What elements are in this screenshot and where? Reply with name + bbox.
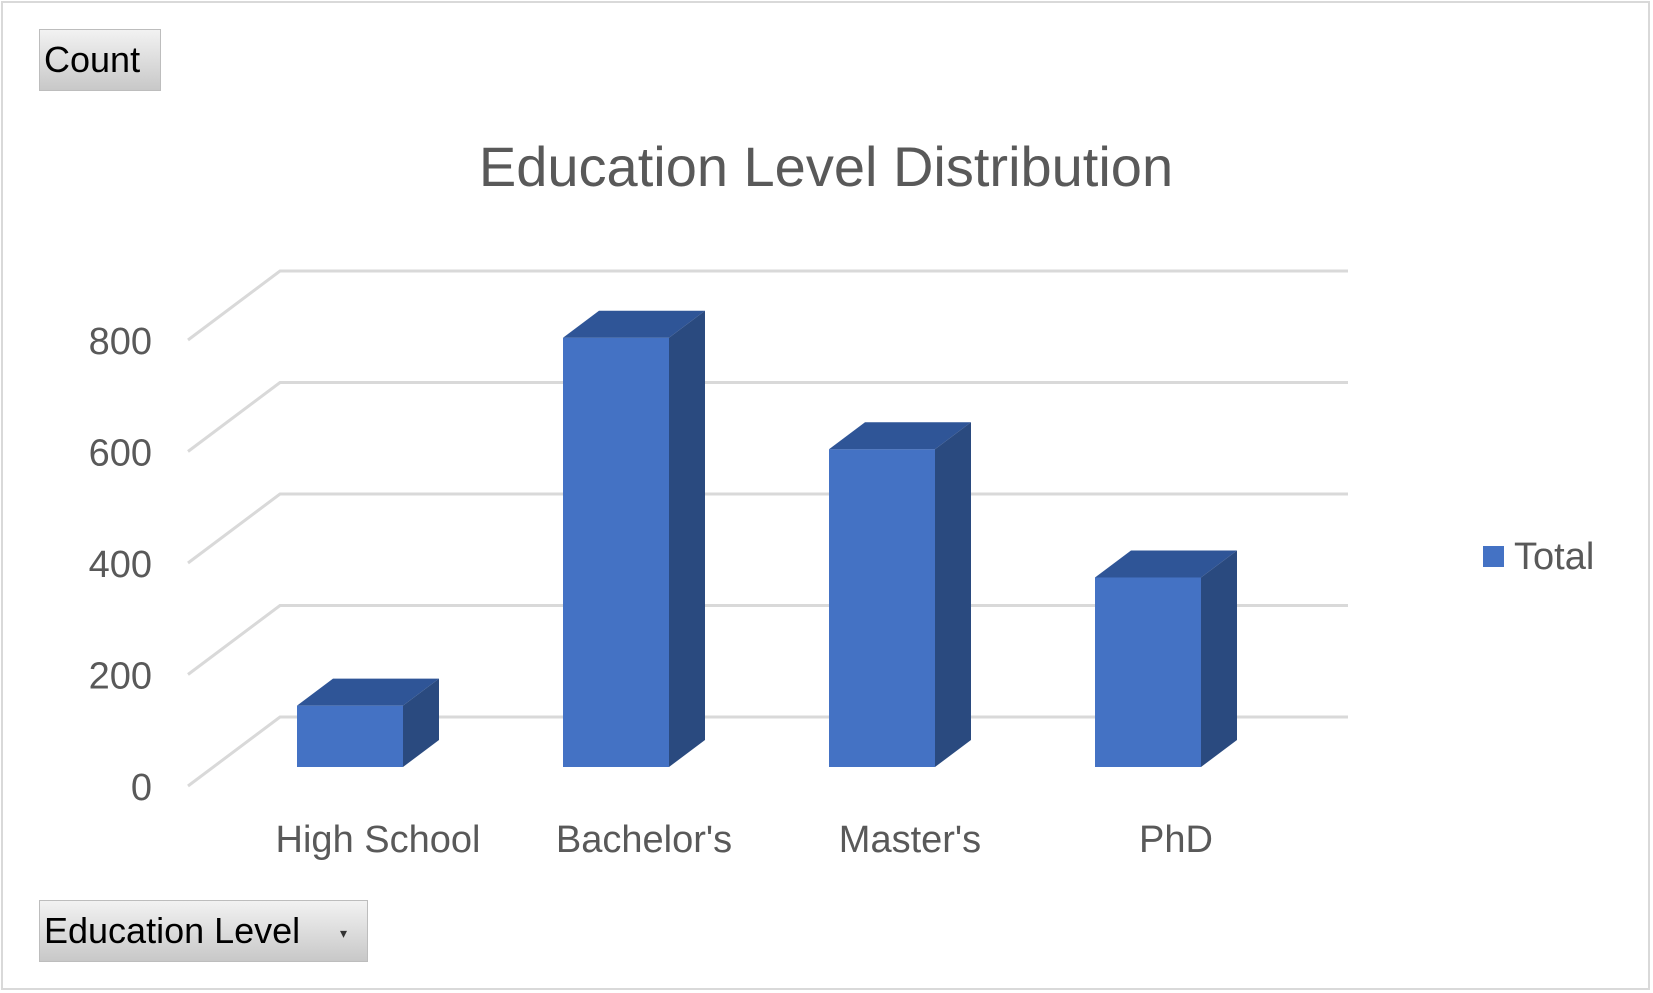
bar-side: [1201, 550, 1237, 767]
bar-front: [829, 449, 935, 767]
x-tick-label: PhD: [1139, 819, 1213, 861]
y-tick-label: 200: [89, 656, 152, 698]
axis-field-button[interactable]: Education Level ▾: [39, 900, 368, 962]
bar-top: [297, 678, 439, 706]
bar-side: [935, 422, 971, 767]
bar: [563, 310, 705, 767]
dropdown-arrow-icon[interactable]: ▾: [339, 925, 347, 941]
bar-top: [829, 422, 971, 450]
bar-front: [297, 705, 403, 767]
y-tick-label: 800: [89, 321, 152, 363]
axis-field-label: Education Level: [44, 910, 301, 951]
gridline: [187, 715, 1348, 788]
y-tick-label: 400: [89, 544, 152, 586]
bar-front: [563, 337, 669, 767]
y-tick-label: 0: [131, 767, 152, 809]
gridline: [187, 269, 1348, 342]
y-axis: 0 200 400 600 800: [89, 321, 152, 809]
bar-side: [669, 310, 705, 767]
values-field-button[interactable]: Count: [39, 29, 161, 91]
bar-top: [563, 310, 705, 338]
x-tick-label: Master's: [839, 819, 981, 861]
legend-label: Total: [1514, 536, 1594, 578]
bars: [297, 310, 1237, 767]
values-field-label: Count: [44, 39, 141, 80]
y-tick-label: 600: [89, 433, 152, 475]
gridline: [187, 381, 1348, 453]
legend: Total: [1483, 536, 1594, 578]
bar: [829, 422, 971, 767]
bar-side: [403, 678, 439, 767]
bar: [297, 678, 439, 767]
chart-title: Education Level Distribution: [479, 135, 1173, 198]
legend-swatch: [1483, 546, 1504, 567]
gridline: [187, 492, 1348, 565]
bar-top: [1095, 550, 1237, 578]
gridlines: [187, 269, 1348, 788]
x-axis: High School Bachelor's Master's PhD: [276, 819, 1213, 861]
x-tick-label: Bachelor's: [556, 819, 732, 861]
bar: [1095, 550, 1237, 767]
x-tick-label: High School: [276, 819, 481, 861]
gridline: [187, 604, 1348, 676]
bar-front: [1095, 577, 1201, 767]
